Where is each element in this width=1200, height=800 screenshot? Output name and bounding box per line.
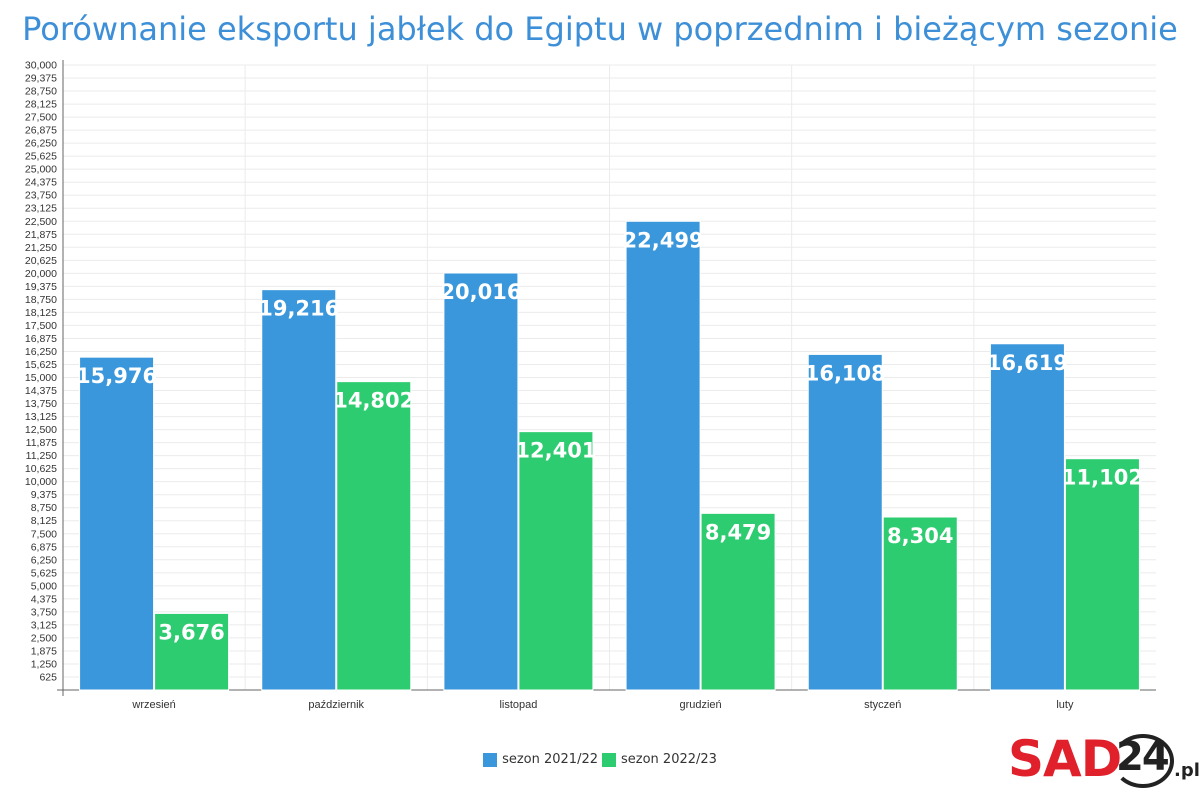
x-tick-label: styczeń <box>864 699 901 711</box>
y-tick-label: 8,750 <box>31 502 57 514</box>
legend-swatch-2022-23 <box>602 752 616 767</box>
data-label: 8,304 <box>887 524 953 548</box>
bar-sezon-2022-23 <box>700 512 776 691</box>
y-tick-label: 7,500 <box>31 528 57 540</box>
y-tick-label: 11,250 <box>26 450 57 462</box>
y-tick-label: 16,875 <box>25 333 57 345</box>
y-tick-label: 25,625 <box>25 151 57 163</box>
y-tick-label: 23,125 <box>25 203 57 215</box>
data-label: 3,676 <box>158 620 224 644</box>
chart-title: Porównanie eksportu jabłek do Egiptu w p… <box>22 10 1178 48</box>
y-tick-label: 9,375 <box>31 489 57 501</box>
y-tick-label: 1,250 <box>31 658 57 670</box>
y-tick-label: 25,000 <box>25 164 57 176</box>
y-tick-label: 13,750 <box>25 398 57 410</box>
data-label: 16,108 <box>805 361 886 385</box>
bar-sezon-2021-22 <box>807 353 883 691</box>
bar-sezon-2021-22 <box>625 220 701 691</box>
y-tick-label: 4,375 <box>31 593 57 605</box>
bar-sezon-2022-23 <box>336 381 412 691</box>
y-tick-label: 28,125 <box>25 99 57 111</box>
y-tick-label: 6,875 <box>31 541 57 553</box>
data-label: 15,976 <box>76 364 157 388</box>
bar-sezon-2022-23 <box>882 516 958 691</box>
bar-sezon-2022-23 <box>154 612 230 691</box>
data-label: 20,016 <box>440 280 521 304</box>
bar-sezon-2022-23 <box>1064 458 1140 691</box>
legend-swatch-2021-22 <box>483 752 498 767</box>
y-tick-label: 27,500 <box>25 112 57 124</box>
data-label: 22,499 <box>623 228 704 252</box>
y-tick-label: 3,125 <box>31 619 57 631</box>
y-tick-label: 2,500 <box>31 632 57 644</box>
y-tick-label: 13,125 <box>25 411 57 423</box>
data-label: 14,802 <box>333 389 414 413</box>
x-tick-label: luty <box>1056 699 1074 711</box>
y-tick-label: 625 <box>39 671 57 683</box>
legend: sezon 2021/22 sezon 2022/23 <box>0 752 1200 767</box>
bar-sezon-2021-22 <box>989 343 1065 691</box>
y-tick-label: 10,625 <box>25 463 57 475</box>
bar-sezon-2021-22 <box>443 272 519 691</box>
logo-circle-icon <box>1112 734 1174 788</box>
y-tick-label: 19,375 <box>25 281 57 293</box>
logo-suffix: .pl <box>1174 760 1200 781</box>
y-tick-label: 15,625 <box>25 359 57 371</box>
y-tick-label: 18,750 <box>25 294 57 306</box>
y-tick-label: 28,750 <box>25 86 57 98</box>
y-tick-label: 5,000 <box>31 580 57 592</box>
y-tick-label: 21,875 <box>25 229 57 241</box>
bar-sezon-2021-22 <box>79 356 155 691</box>
y-tick-label: 6,250 <box>31 554 57 566</box>
y-tick-label: 23,750 <box>25 190 57 202</box>
y-tick-label: 20,000 <box>25 268 57 280</box>
y-tick-label: 17,500 <box>25 320 57 332</box>
y-tick-label: 16,250 <box>25 346 57 358</box>
y-tick-label: 10,000 <box>25 476 57 488</box>
data-label: 16,619 <box>987 351 1068 375</box>
x-tick-label: listopad <box>499 699 537 711</box>
legend-label-2021-22: sezon 2021/22 <box>502 752 598 767</box>
y-tick-label: 3,750 <box>31 606 57 618</box>
x-tick-label: grudzień <box>679 699 721 711</box>
logo-brand: SAD <box>1008 730 1122 788</box>
data-label: 8,479 <box>705 520 771 544</box>
legend-item-2022-23[interactable]: sezon 2022/23 <box>602 752 717 767</box>
y-tick-label: 24,375 <box>25 177 57 189</box>
y-tick-label: 1,875 <box>31 645 57 657</box>
x-tick-label: wrzesień <box>131 699 175 711</box>
bar-sezon-2021-22 <box>261 289 337 691</box>
y-tick-label: 8,125 <box>31 515 57 527</box>
y-tick-label: 12,500 <box>25 424 57 436</box>
y-tick-label: 20,625 <box>25 255 57 267</box>
data-label: 19,216 <box>258 297 339 321</box>
y-tick-label: 11,875 <box>26 437 57 449</box>
y-tick-label: 26,875 <box>25 125 57 137</box>
bar-sezon-2022-23 <box>518 431 594 691</box>
data-label: 12,401 <box>515 439 596 463</box>
y-tick-label: 15,000 <box>25 372 57 384</box>
legend-label-2022-23: sezon 2022/23 <box>621 752 717 767</box>
y-tick-label: 5,625 <box>31 567 57 579</box>
y-tick-label: 26,250 <box>25 138 57 150</box>
y-tick-label: 14,375 <box>25 385 57 397</box>
y-tick-label: 29,375 <box>25 73 57 85</box>
y-tick-label: 18,125 <box>25 307 57 319</box>
y-tick-label: 21,250 <box>25 242 57 254</box>
logo-number: 24 <box>1116 734 1170 780</box>
y-tick-label: 30,000 <box>25 60 57 72</box>
legend-item-2021-22[interactable]: sezon 2021/22 <box>483 752 598 767</box>
y-tick-label: 22,500 <box>25 216 57 228</box>
x-tick-label: październik <box>308 699 364 711</box>
data-label: 11,102 <box>1062 466 1143 490</box>
